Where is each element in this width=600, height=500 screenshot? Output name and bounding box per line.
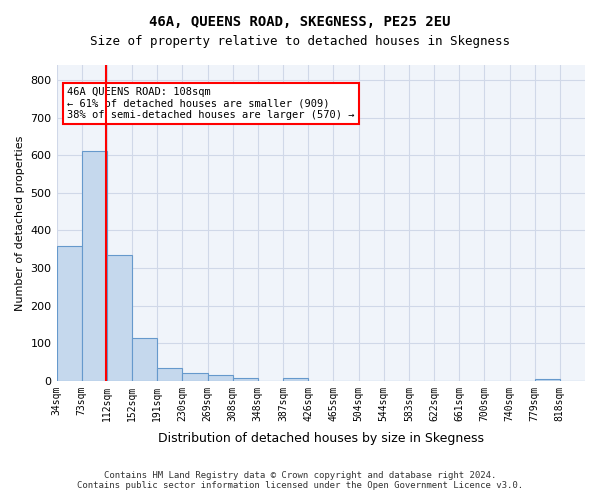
X-axis label: Distribution of detached houses by size in Skegness: Distribution of detached houses by size …: [158, 432, 484, 445]
Bar: [208, 375, 233, 381]
Bar: [107, 255, 132, 381]
Bar: [535, 379, 560, 381]
Bar: [56, 246, 82, 381]
Bar: [182, 374, 208, 381]
Bar: [283, 378, 308, 381]
Bar: [132, 338, 157, 381]
Text: Contains HM Land Registry data © Crown copyright and database right 2024.
Contai: Contains HM Land Registry data © Crown c…: [77, 470, 523, 490]
Bar: [233, 378, 258, 381]
Text: 46A, QUEENS ROAD, SKEGNESS, PE25 2EU: 46A, QUEENS ROAD, SKEGNESS, PE25 2EU: [149, 15, 451, 29]
Text: 46A QUEENS ROAD: 108sqm
← 61% of detached houses are smaller (909)
38% of semi-d: 46A QUEENS ROAD: 108sqm ← 61% of detache…: [67, 87, 355, 120]
Y-axis label: Number of detached properties: Number of detached properties: [15, 135, 25, 310]
Bar: [157, 368, 182, 381]
Bar: [82, 152, 107, 381]
Text: Size of property relative to detached houses in Skegness: Size of property relative to detached ho…: [90, 35, 510, 48]
